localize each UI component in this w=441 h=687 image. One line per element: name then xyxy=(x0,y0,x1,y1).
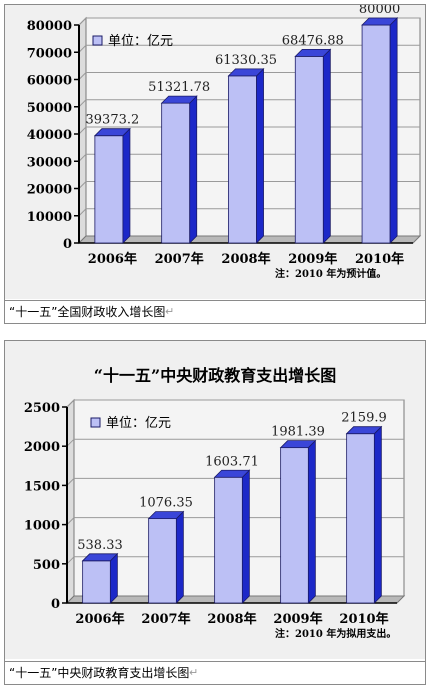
unit-label: 单位：亿元 xyxy=(108,34,173,49)
y-tick-label: 0 xyxy=(51,597,60,612)
bar-top xyxy=(279,440,317,449)
chart-panel-revenue: 0 10000 20000 30000 40000 50000 60000 70000 8000… xyxy=(4,2,426,324)
y-tick-label: 0 xyxy=(63,237,72,252)
y-tick-label: 80000 xyxy=(27,19,72,34)
x-tick-label: 2010年 xyxy=(355,251,404,267)
x-tick-label: 2007年 xyxy=(141,611,190,627)
bar-top xyxy=(81,553,119,562)
bar-side xyxy=(307,439,316,604)
caption-education: “十一五”中央财政教育支出增长图 ↵ xyxy=(5,661,425,684)
paragraph-mark-icon: ↵ xyxy=(165,305,175,318)
gridline-diag xyxy=(66,438,75,447)
caption-education-text: “十一五”中央财政教育支出增长图 xyxy=(9,666,190,680)
bar-top xyxy=(93,128,131,137)
y-tick-label: 2500 xyxy=(24,401,60,416)
unit-label: 单位：亿元 xyxy=(106,416,171,431)
chart-note: 注：2010 年为拟用支出。 xyxy=(275,627,396,640)
gridline-diag xyxy=(78,208,87,217)
x-tick-label: 2009年 xyxy=(273,611,322,627)
y-tick-label: 60000 xyxy=(27,74,72,89)
y-tick-label: 50000 xyxy=(27,101,72,116)
bar-2009年 xyxy=(280,447,309,604)
y-tick-label: 30000 xyxy=(27,155,72,170)
x-tick-label: 2007年 xyxy=(155,251,204,267)
x-tick-label: 2009年 xyxy=(288,251,337,267)
x-tick-label: 2006年 xyxy=(88,251,137,267)
y-tick-label: 10000 xyxy=(27,210,72,225)
y-tick-label: 20000 xyxy=(27,183,72,198)
gridline-diag xyxy=(66,556,75,565)
gridline-diag xyxy=(78,126,87,135)
legend-swatch xyxy=(92,35,103,46)
x-tick-label: 2008年 xyxy=(221,251,270,267)
legend-swatch xyxy=(90,417,101,428)
chart-note: 注：2010 年为预计值。 xyxy=(275,267,386,280)
gridline-diag xyxy=(66,517,75,525)
data-label: 538.33 xyxy=(77,538,123,553)
gridline-diag xyxy=(78,99,87,108)
x-tick-label: 2010年 xyxy=(339,611,388,627)
bar-top xyxy=(345,426,383,435)
y-tick-label: 1000 xyxy=(24,519,60,534)
bar-2010年 xyxy=(361,24,391,244)
bar-top xyxy=(361,17,399,26)
gridline-diag xyxy=(78,72,87,80)
bar-top xyxy=(227,68,265,77)
bar-side xyxy=(389,17,398,244)
chart-area-revenue: 0 10000 20000 30000 40000 50000 60000 70000 8000… xyxy=(5,2,425,299)
data-label: 1981.39 xyxy=(271,425,325,440)
bar-2010年 xyxy=(346,433,375,604)
data-label: 80000 xyxy=(359,5,400,17)
bar-side xyxy=(122,127,131,244)
chart-title: “十一五”中央财政教育支出增长图 xyxy=(94,366,336,385)
data-label: 68476.88 xyxy=(282,33,344,48)
bar-side xyxy=(189,95,198,244)
chart-area-education: 0 500 1000 1500 2000 2500 538.33 2006年 1076.35 20… xyxy=(5,341,425,659)
side-wall xyxy=(66,398,75,605)
bar-top xyxy=(213,469,251,478)
y-tick-label: 500 xyxy=(33,558,60,573)
x-tick-label: 2008年 xyxy=(207,611,256,627)
bar-2007年 xyxy=(161,102,191,244)
gridline-diag xyxy=(78,17,87,26)
y-tick-label: 40000 xyxy=(27,128,72,143)
data-label: 1076.35 xyxy=(139,496,193,511)
bar-2006年 xyxy=(82,560,111,604)
gridline-diag xyxy=(78,153,87,162)
bar-2006年 xyxy=(94,135,124,244)
revenue-bar-chart: 0 10000 20000 30000 40000 50000 60000 70000 8000… xyxy=(27,2,422,280)
education-bar-chart: 0 500 1000 1500 2000 2500 538.33 2006年 1076.35 20… xyxy=(24,366,406,640)
bar-top xyxy=(147,511,185,520)
bar-side xyxy=(175,510,184,604)
data-label: 51321.78 xyxy=(148,80,210,95)
bar-side xyxy=(109,552,118,604)
bar-side xyxy=(322,48,331,244)
bar-top xyxy=(294,49,332,57)
paragraph-mark-icon: ↵ xyxy=(189,666,199,679)
bar-top xyxy=(160,95,198,104)
data-label: 61330.35 xyxy=(215,53,277,68)
x-tick-label: 2006年 xyxy=(75,611,124,627)
data-label: 39373.2 xyxy=(86,113,140,128)
data-label: 2159.9 xyxy=(341,411,387,426)
y-tick-label: 70000 xyxy=(27,46,72,61)
bar-2008年 xyxy=(228,75,257,244)
caption-revenue-text: “十一五”全国财政收入增长图 xyxy=(9,305,166,319)
bar-side xyxy=(241,469,250,604)
bar-side xyxy=(373,425,382,604)
caption-revenue: “十一五”全国财政收入增长图 ↵ xyxy=(5,300,425,323)
gridline-diag xyxy=(66,399,75,408)
y-tick-label: 1500 xyxy=(24,479,60,494)
chart-panel-education: 0 500 1000 1500 2000 2500 538.33 2006年 1076.35 20… xyxy=(4,340,426,685)
y-tick-label: 2000 xyxy=(24,440,60,455)
bar-2009年 xyxy=(294,56,324,244)
gridline-diag xyxy=(78,44,87,53)
bar-2008年 xyxy=(214,476,243,604)
gridline-diag xyxy=(66,478,75,486)
data-label: 1603.71 xyxy=(205,454,259,469)
bar-side xyxy=(256,67,264,244)
bar-2007年 xyxy=(148,518,177,604)
gridline-diag xyxy=(78,181,87,189)
